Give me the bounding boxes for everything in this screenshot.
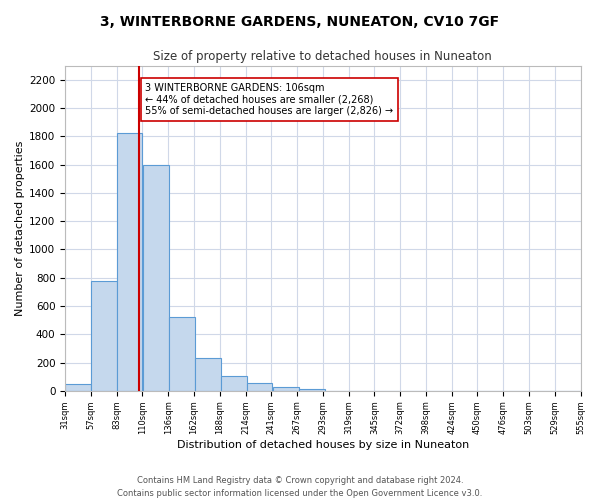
Bar [91, 280, 116, 391]
Text: 3 WINTERBORNE GARDENS: 106sqm
← 44% of detached houses are smaller (2,268)
55% o: 3 WINTERBORNE GARDENS: 106sqm ← 44% of d… [145, 82, 394, 116]
Bar [65, 384, 91, 391]
Y-axis label: Number of detached properties: Number of detached properties [15, 140, 25, 316]
Bar [116, 134, 142, 391]
X-axis label: Distribution of detached houses by size in Nuneaton: Distribution of detached houses by size … [176, 440, 469, 450]
Bar [221, 376, 247, 391]
Text: Contains HM Land Registry data © Crown copyright and database right 2024.
Contai: Contains HM Land Registry data © Crown c… [118, 476, 482, 498]
Bar [299, 388, 325, 391]
Bar [247, 383, 272, 391]
Bar [143, 164, 169, 391]
Text: 3, WINTERBORNE GARDENS, NUNEATON, CV10 7GF: 3, WINTERBORNE GARDENS, NUNEATON, CV10 7… [100, 15, 500, 29]
Bar [273, 388, 299, 391]
Bar [195, 358, 221, 391]
Title: Size of property relative to detached houses in Nuneaton: Size of property relative to detached ho… [154, 50, 492, 63]
Bar [169, 318, 195, 391]
